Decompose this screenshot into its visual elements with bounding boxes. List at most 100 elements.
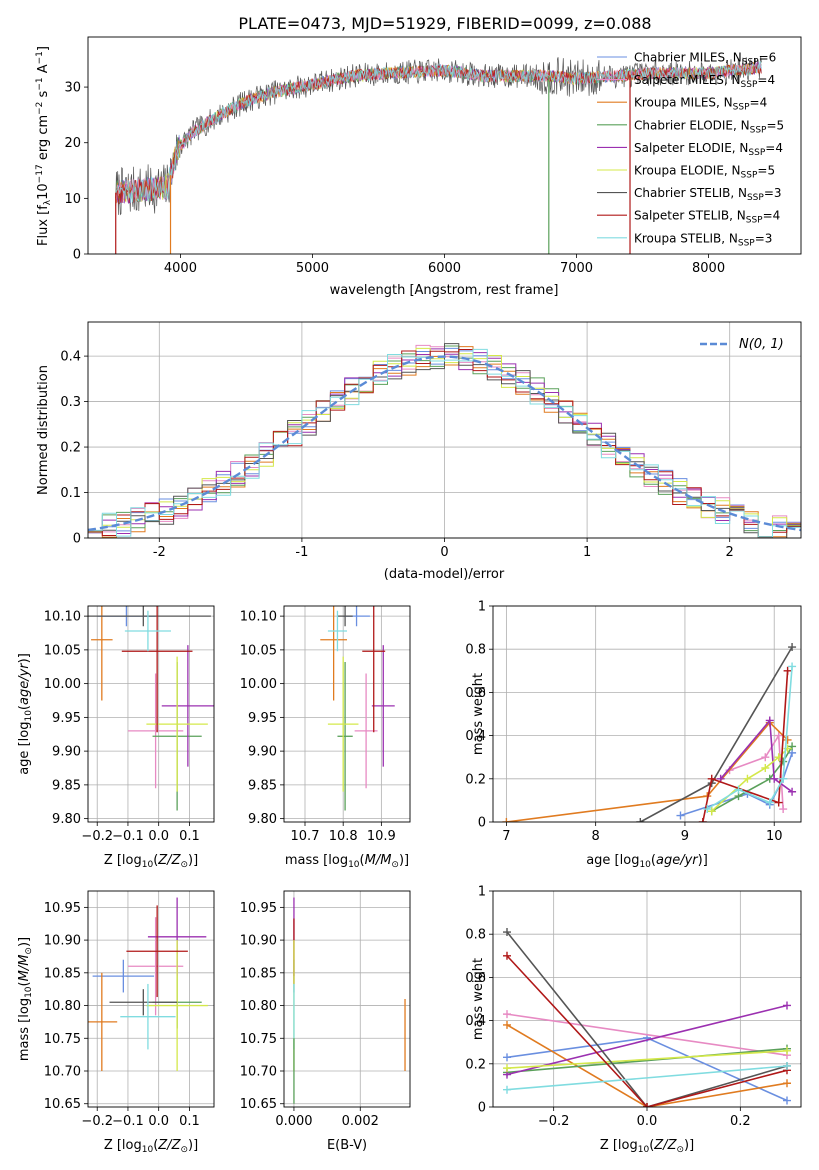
weight-marker: [503, 951, 511, 960]
errorbar-point: [124, 610, 171, 652]
x-tick-label: −0.2: [538, 1114, 570, 1129]
y-tick-label: 10.65: [44, 1097, 81, 1112]
y-axis-label: mass weight: [471, 673, 486, 755]
weight-line: [720, 718, 793, 793]
weight-marker: [503, 1064, 511, 1073]
weight-marker: [783, 735, 792, 744]
errorbar-point: [120, 983, 176, 1050]
weight-line: [506, 1024, 788, 1107]
weight-marker: [770, 774, 779, 783]
weight-marker: [783, 1079, 791, 1088]
weight-line: [506, 721, 789, 822]
weight-marker: [503, 1085, 511, 1094]
plot-area-weight_vs_Z: [503, 928, 791, 1107]
y-tick-label: 0.8: [465, 928, 486, 943]
axes-frame: [492, 890, 802, 1108]
spectrum-model-line: [115, 61, 762, 204]
y-tick-label: 1: [478, 885, 486, 900]
x-axis-label: wavelength [Angstrom, rest frame]: [330, 283, 559, 298]
errorbar-point: [127, 917, 184, 1016]
weight-marker: [788, 643, 797, 652]
weight-marker: [783, 1046, 791, 1055]
y-axis-label: mass [log10(M/M⊙)]: [17, 937, 34, 1061]
x-tick-label: −0.1: [112, 1114, 144, 1129]
y-tick-label: 10.95: [44, 901, 81, 916]
weight-marker: [779, 805, 788, 814]
errorbar-point: [327, 610, 347, 652]
errorbar-point: [146, 940, 208, 1071]
normal-curve: [88, 355, 801, 532]
x-tick-label: 7000: [560, 261, 593, 276]
x-tick-label: 10.9: [367, 829, 396, 844]
y-tick-label: 10.95: [240, 901, 277, 916]
y-tick-label: 20: [64, 136, 81, 151]
errorbar-point: [88, 606, 211, 627]
y-tick-label: 10.70: [240, 1065, 277, 1080]
y-axis-label: Normed distribution: [36, 365, 51, 495]
x-tick-label: 0.0: [148, 829, 169, 844]
x-tick-label: 1: [583, 545, 591, 560]
y-tick-label: 9.80: [248, 812, 277, 827]
figure-title: PLATE=0473, MJD=51929, FIBERID=0099, z=0…: [238, 14, 651, 33]
legend-entry: Salpeter ELODIE, NSSP=4: [634, 141, 783, 158]
x-tick-label: 10.8: [329, 829, 358, 844]
errorbar-point: [337, 606, 353, 627]
weight-line: [702, 670, 789, 822]
y-tick-label: 10.00: [44, 677, 81, 692]
axes-age_vs_Z: −0.2 −0.1 0.0 0.1 9.80 9.85 9.90 9.95 10.00 10.05…: [17, 605, 215, 870]
x-tick-label: 0.000: [275, 1114, 312, 1129]
legend-entry: Salpeter MILES, NSSP=4: [634, 73, 775, 90]
y-tick-label: 10.75: [44, 1032, 81, 1047]
y-tick-label: 0: [73, 248, 81, 263]
y-tick-label: 0.4: [465, 1014, 486, 1029]
weight-marker: [743, 774, 752, 783]
weight-line: [506, 1047, 788, 1074]
x-tick-label: 9: [681, 829, 689, 844]
weight-marker: [503, 1053, 511, 1062]
y-tick-label: 10.75: [240, 1032, 277, 1047]
y-tick-label: 0.3: [60, 395, 81, 410]
weight-marker: [703, 805, 712, 814]
weight-marker: [503, 1010, 511, 1019]
weight-marker: [707, 807, 716, 816]
x-tick-label: 0: [440, 545, 448, 560]
errorbar-point: [320, 606, 347, 701]
plot-area-residuals: [88, 343, 801, 538]
histogram-step: [88, 349, 801, 538]
weight-marker: [765, 798, 774, 807]
spectrum-model-line: [115, 63, 762, 205]
errorbar-point: [109, 989, 178, 1016]
legend-entry: Chabrier MILES, NSSP=6: [634, 51, 776, 68]
axes-age_vs_mass: 10.7 10.8 10.9 9.80 9.85 9.90 9.95 10.00 10.05 10…: [240, 605, 411, 870]
x-tick-label: 0.0: [637, 1114, 658, 1129]
x-tick-label: 0.1: [179, 1114, 200, 1129]
y-tick-label: 0: [478, 1101, 486, 1116]
errorbar-point: [371, 645, 395, 767]
legend-entry: Kroupa STELIB, NSSP=3: [634, 231, 772, 248]
errorbar-point: [91, 606, 113, 701]
x-tick-label: 10.7: [291, 829, 320, 844]
axes-frame: [87, 890, 215, 1108]
axes-mass_vs_ebv: 0.000 0.002 10.65 10.70 10.75 10.80 10.85 10.90…: [240, 890, 411, 1153]
x-tick-label: -2: [153, 545, 166, 560]
y-tick-label: 0.4: [60, 350, 81, 365]
errorbar-point: [121, 606, 193, 733]
errorbar-point: [362, 606, 386, 733]
x-axis-label: E(B-V): [327, 1138, 367, 1153]
y-tick-label: 0.1: [60, 486, 81, 501]
axes-mass_vs_Z: −0.2 −0.1 0.0 0.1 10.65 10.70 10.75 10.80 10.85 1…: [17, 890, 215, 1155]
x-axis-label: age [log10(age/yr)]: [586, 853, 708, 870]
weight-marker: [503, 1020, 511, 1029]
axes-frame: [283, 605, 411, 823]
x-tick-label: -1: [295, 545, 308, 560]
y-tick-label: 0.4: [465, 729, 486, 744]
x-tick-label: −0.2: [81, 829, 113, 844]
y-tick-label: 9.95: [52, 711, 81, 726]
legend-entry: Chabrier STELIB, NSSP=3: [634, 186, 782, 203]
y-axis-label: Flux [fλ10−17 erg cm−2 s−1 A−1]: [35, 46, 53, 246]
y-tick-label: 10.85: [44, 966, 81, 981]
y-tick-label: 10.10: [44, 610, 81, 625]
weight-marker: [761, 764, 770, 772]
weight-marker: [765, 716, 774, 725]
